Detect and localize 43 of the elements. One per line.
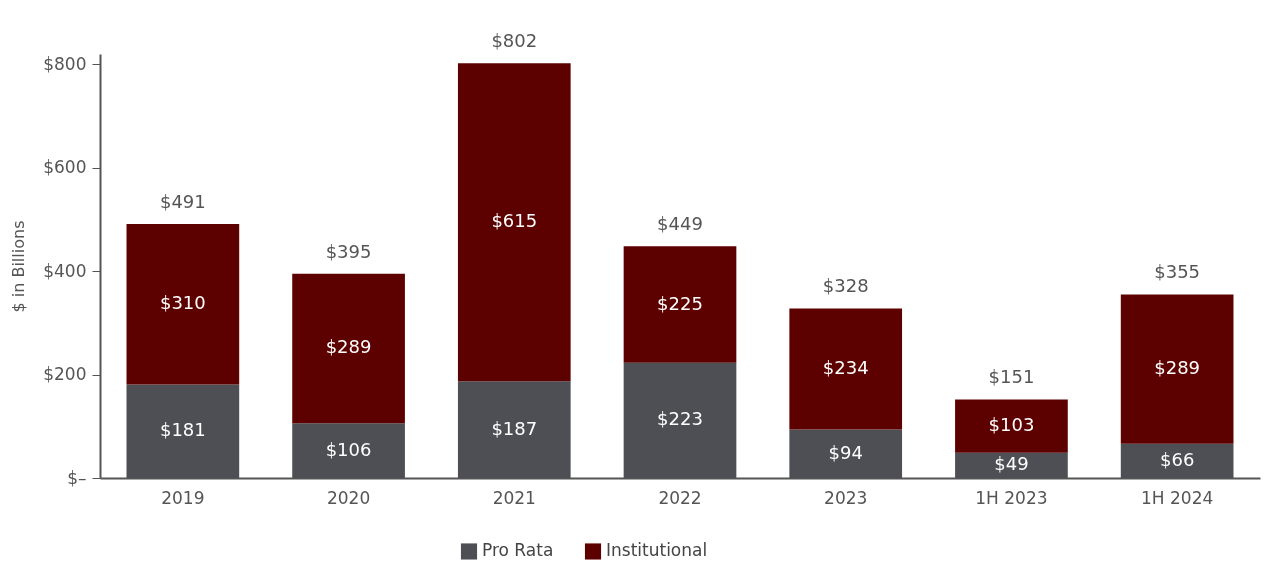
total-label: $151 <box>988 366 1035 388</box>
data-label: $223 <box>657 408 703 430</box>
bar <box>126 224 240 385</box>
data-label: $181 <box>159 419 206 441</box>
legend-label: Pro Rata <box>482 540 554 561</box>
data-label: $289 <box>325 336 372 358</box>
x-tick-label: 2020 <box>326 487 371 508</box>
x-tick-label: 2023 <box>824 487 868 508</box>
bar <box>292 273 405 424</box>
data-label: $94 <box>828 441 863 463</box>
total-label: $449 <box>657 213 703 235</box>
total-label: $328 <box>822 275 869 297</box>
x-tick-label: 1H 2024 <box>1141 487 1214 508</box>
bar <box>789 308 903 430</box>
data-label: $615 <box>491 210 538 232</box>
data-label: $234 <box>822 356 869 378</box>
data-label: $106 <box>325 438 372 460</box>
total-label: $491 <box>159 191 206 213</box>
x-tick-label: 2022 <box>658 487 702 508</box>
data-label: $310 <box>159 292 206 314</box>
bar <box>1120 294 1234 444</box>
data-label: $187 <box>491 417 538 439</box>
data-label: $49 <box>994 453 1029 475</box>
legend-label: Institutional <box>606 540 708 561</box>
y-tick-label: $200 <box>43 364 87 385</box>
y-tick-label: $600 <box>43 157 87 178</box>
data-label: $225 <box>657 292 703 314</box>
data-label: $289 <box>1154 357 1201 379</box>
total-label: $355 <box>1154 261 1201 283</box>
data-label: $103 <box>988 414 1035 436</box>
y-tick-label: $– <box>67 467 87 488</box>
bar <box>457 63 571 382</box>
x-tick-label: 1H 2023 <box>975 487 1048 508</box>
total-label: $802 <box>491 30 538 52</box>
bar <box>623 246 737 363</box>
x-tick-label: 2019 <box>161 487 205 508</box>
y-tick-label: $800 <box>43 53 87 74</box>
data-label: $66 <box>1159 448 1195 470</box>
total-label: $395 <box>325 240 372 262</box>
bar <box>955 399 1068 453</box>
y-tick-label: $400 <box>43 260 87 281</box>
y-axis-title: $ in Billions <box>9 220 29 313</box>
x-tick-label: 2021 <box>492 487 536 508</box>
